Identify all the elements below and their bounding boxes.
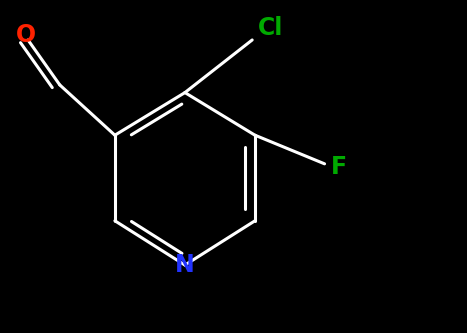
Text: O: O: [15, 23, 36, 47]
Text: F: F: [331, 155, 347, 178]
Text: Cl: Cl: [258, 16, 283, 40]
Text: N: N: [175, 253, 195, 277]
